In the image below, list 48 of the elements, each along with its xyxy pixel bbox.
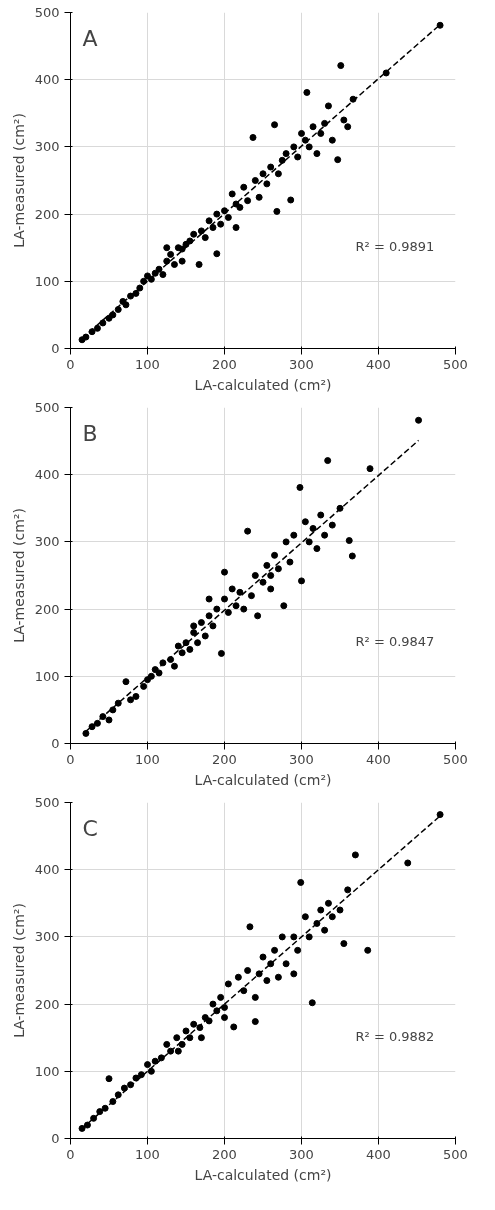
y-axis-title: LA-measured (cm²) — [10, 113, 27, 248]
y-axis-title: LA-measured (cm²) — [10, 508, 27, 643]
y-tick-label: 500 — [34, 400, 60, 415]
y-tick-label: 300 — [34, 534, 60, 550]
x-axis-title: LA-calculated (cm²) — [194, 1166, 332, 1183]
x-tick-label: 200 — [212, 356, 237, 372]
y-tick-label: 300 — [34, 139, 60, 155]
y-tick-label: 100 — [34, 668, 60, 684]
y-tick-label: 500 — [34, 5, 60, 20]
x-axis-title: LA-calculated (cm²) — [194, 376, 332, 393]
y-tick-label: 200 — [34, 996, 60, 1012]
x-tick-label: 0 — [66, 1146, 75, 1162]
y-tick-label: 500 — [34, 795, 60, 810]
x-tick-label: 100 — [135, 356, 160, 372]
y-tick-label: 200 — [34, 601, 60, 617]
y-tick-label: 400 — [34, 72, 60, 88]
annotation: R² = 0.9882 — [355, 1028, 435, 1044]
x-tick-label: 0 — [66, 751, 75, 767]
y-tick-label: 100 — [34, 273, 60, 289]
y-tick-label: 0 — [51, 341, 60, 356]
x-tick-label: 400 — [366, 751, 391, 767]
y-tick-label: 400 — [34, 862, 60, 878]
x-tick-label: 500 — [443, 751, 468, 767]
text: C — [82, 815, 98, 841]
text: A — [82, 25, 98, 51]
x-tick-label: 400 — [366, 356, 391, 372]
x-tick-label: 100 — [135, 751, 160, 767]
y-axis-title: LA-measured (cm²) — [10, 903, 27, 1038]
x-tick-label: 200 — [212, 1146, 237, 1162]
y-tick-label: 0 — [51, 736, 60, 751]
y-tick-label: 0 — [51, 1131, 60, 1146]
x-tick-label: 200 — [212, 751, 237, 767]
annotation: R² = 0.9847 — [355, 633, 435, 649]
x-tick-label: 300 — [289, 356, 314, 372]
x-tick-label: 400 — [366, 1146, 391, 1162]
y-tick-label: 400 — [34, 467, 60, 483]
x-tick-label: 300 — [289, 751, 314, 767]
text: B — [82, 420, 98, 446]
x-tick-label: 500 — [443, 356, 468, 372]
y-tick-label: 100 — [34, 1063, 60, 1079]
x-tick-label: 100 — [135, 1146, 160, 1162]
x-tick-label: 300 — [289, 1146, 314, 1162]
x-axis-title: LA-calculated (cm²) — [194, 771, 332, 788]
x-tick-label: 0 — [66, 356, 75, 372]
annotation: R² = 0.9891 — [355, 238, 435, 254]
x-tick-label: 500 — [443, 1146, 468, 1162]
y-tick-label: 200 — [34, 206, 60, 222]
y-tick-label: 300 — [34, 929, 60, 945]
